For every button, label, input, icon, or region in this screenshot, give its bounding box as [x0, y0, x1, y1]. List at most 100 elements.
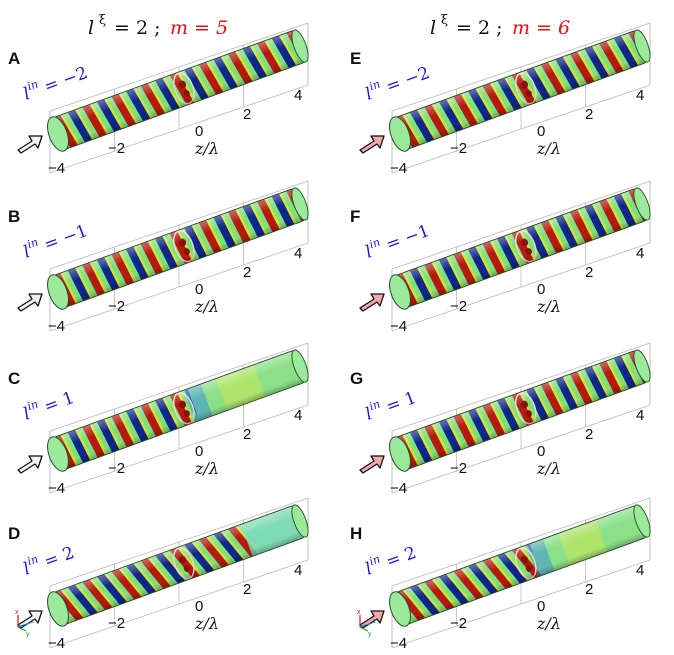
- waveguide-cylinder: [389, 349, 651, 472]
- cylinder-shading: [52, 188, 306, 308]
- lin-symbol: l: [363, 242, 375, 263]
- lin-value: = 1: [42, 388, 77, 417]
- lin-value: = 1: [384, 388, 419, 417]
- lin-value: = −1: [42, 221, 91, 255]
- lin-label: lin = 2: [21, 543, 77, 580]
- lin-sup: in: [367, 397, 381, 413]
- lin-value: = −2: [42, 63, 91, 97]
- z-axis-label: z/λ: [194, 459, 219, 478]
- z-axis-label: z/λ: [194, 139, 219, 158]
- axis-tick-label: −2: [108, 460, 125, 477]
- axis-tick-label: −2: [450, 140, 467, 157]
- axis-tick-label: 4: [636, 245, 644, 262]
- panel-letter: E: [350, 49, 361, 68]
- column-header-left: l ξ = 2 ; m = 5: [88, 13, 228, 39]
- m-label: m = 6: [512, 17, 570, 39]
- axis-tick-label: −2: [450, 615, 467, 632]
- axis-tick-label: 2: [243, 106, 251, 123]
- l-xi-sup: ξ: [99, 13, 106, 28]
- lin-symbol: l: [363, 559, 375, 580]
- panel-letter: A: [8, 49, 20, 68]
- cylinder-shading: [394, 505, 648, 625]
- lin-sup: in: [25, 77, 39, 93]
- triad-z-label: z: [31, 618, 35, 625]
- axis-tick-label: −4: [48, 160, 65, 177]
- input-arrow-icon: [359, 135, 385, 154]
- input-cap: [389, 274, 411, 310]
- input-arrow-icon: [359, 293, 385, 312]
- panel-letter: H: [350, 524, 362, 543]
- axis-tick-label: 2: [585, 264, 593, 281]
- axis-tick-label: −4: [48, 635, 65, 652]
- panel-letter: D: [8, 524, 20, 543]
- cylinder-shading: [52, 30, 306, 150]
- lin-value: = 2: [42, 543, 77, 572]
- axis-tick-label: −4: [48, 318, 65, 335]
- lin-label: lin = −2: [21, 63, 91, 105]
- lin-sup: in: [367, 235, 381, 251]
- axis-tick-label: 4: [294, 87, 302, 104]
- waveguide-cylinder: [47, 349, 309, 472]
- lin-label: lin = 1: [363, 388, 419, 425]
- z-axis-label: z/λ: [194, 297, 219, 316]
- end-cap: [633, 187, 651, 221]
- axis-tick-label: 0: [537, 443, 545, 460]
- input-cap: [47, 436, 69, 472]
- lin-sup: in: [367, 77, 381, 93]
- waveguide-cylinder: [47, 29, 309, 152]
- axis-tick-label: −2: [450, 460, 467, 477]
- z-axis-label: z/λ: [536, 139, 561, 158]
- axis-tick-label: −2: [108, 298, 125, 315]
- axis-tick-label: 0: [195, 598, 203, 615]
- input-arrow-icon: [17, 455, 43, 474]
- axis-tick-label: 4: [294, 245, 302, 262]
- cylinder-shading: [394, 188, 648, 308]
- lin-symbol: l: [21, 404, 33, 425]
- field-pattern: [394, 30, 648, 150]
- axis-tick-label: 2: [243, 264, 251, 281]
- l-xi-symbol: l: [430, 17, 436, 39]
- triad-z-axis: [17, 622, 31, 628]
- l-xi-value: = 2 ;: [114, 17, 161, 39]
- input-cap: [47, 116, 69, 152]
- axis-tick-label: 2: [243, 426, 251, 443]
- axis-tick-label: 2: [243, 581, 251, 598]
- axis-tick-label: 0: [537, 123, 545, 140]
- lin-sup: in: [25, 235, 39, 251]
- waveguide-cylinder: [389, 29, 651, 152]
- lin-symbol: l: [21, 242, 33, 263]
- waveguide-cylinder: [389, 504, 651, 627]
- panel-letter: B: [8, 207, 20, 226]
- axis-tick-label: 0: [195, 443, 203, 460]
- input-arrow-icon: [359, 455, 385, 474]
- lin-value: = −2: [384, 63, 433, 97]
- end-cap: [633, 349, 651, 383]
- triad-y-label: y: [26, 631, 30, 638]
- axis-tick-label: 4: [636, 562, 644, 579]
- end-cap: [291, 504, 309, 538]
- l-xi-sup: ξ: [441, 13, 448, 28]
- axis-tick-label: 0: [537, 598, 545, 615]
- lin-label: lin = −2: [363, 63, 433, 105]
- lin-symbol: l: [363, 404, 375, 425]
- axis-tick-label: 2: [585, 426, 593, 443]
- waveguide-cylinder: [47, 504, 309, 627]
- axis-tick-label: −4: [390, 635, 407, 652]
- axis-tick-label: −4: [48, 480, 65, 497]
- axis-tick-label: 2: [585, 106, 593, 123]
- lin-value: = 2: [384, 543, 419, 572]
- axis-tick-label: 0: [195, 123, 203, 140]
- axis-tick-label: −2: [450, 298, 467, 315]
- input-arrow-icon: [17, 610, 43, 629]
- input-cap: [389, 116, 411, 152]
- end-cap: [291, 187, 309, 221]
- waveguide-cylinder: [389, 187, 651, 310]
- input-cap: [47, 274, 69, 310]
